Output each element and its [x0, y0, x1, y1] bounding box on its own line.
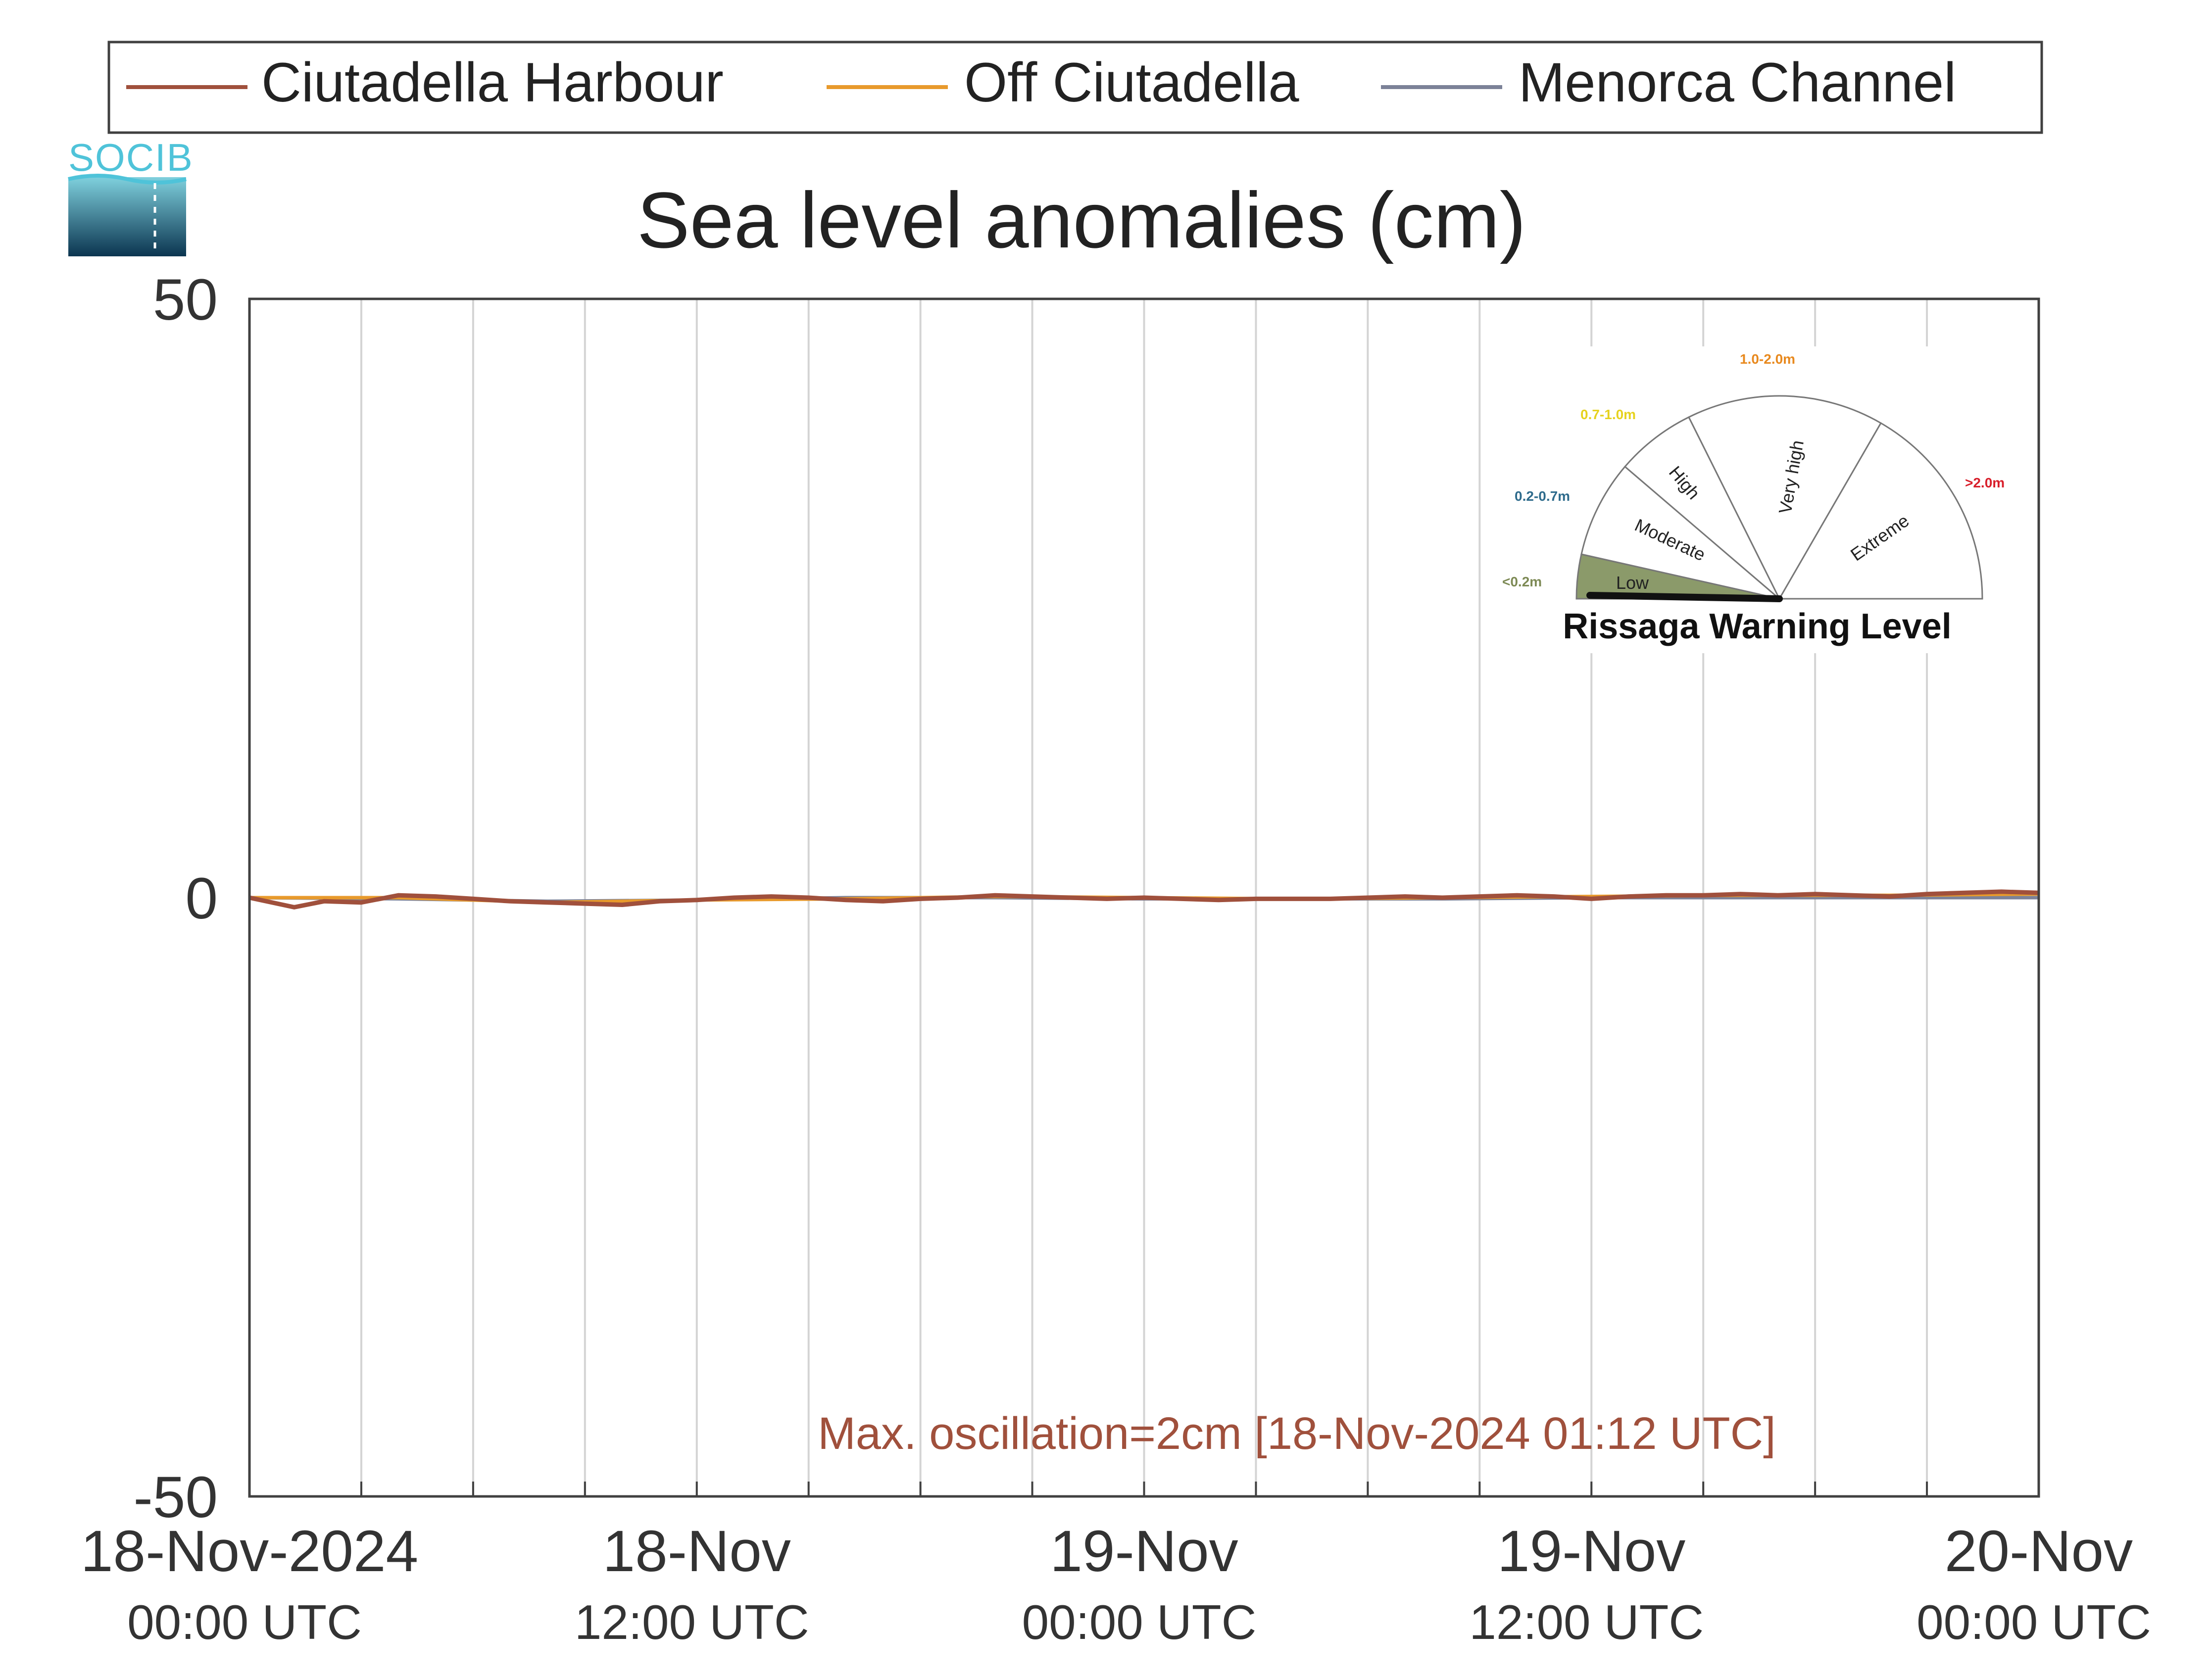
series-line-ciutadella-harbour [249, 889, 2039, 910]
gauge-sector-extreme [1778, 422, 1983, 600]
legend: Ciutadella Harbour Off Ciutadella Menorc… [107, 41, 2043, 134]
gauge-needle [1586, 592, 1783, 602]
gauge-range-very-high: 1.0-2.0m [1740, 351, 1795, 367]
y-tick-label: 50 [153, 267, 218, 333]
x-tick-label-time: 12:00 UTC [1469, 1595, 1704, 1649]
x-tick-label-time: 00:00 UTC [127, 1595, 362, 1649]
gauge-range-low: <0.2m [1502, 574, 1542, 589]
socib-logo-wave [68, 177, 186, 256]
x-tick-label-time: 00:00 UTC [1022, 1595, 1257, 1649]
x-tick-label-time: 00:00 UTC [1916, 1595, 2151, 1649]
gauge-sector-very-high [1687, 395, 1882, 601]
plot-frame [248, 297, 2040, 1498]
gauge-range-high: 0.7-1.0m [1580, 407, 1636, 422]
socib-logo: SOCIB [68, 136, 194, 256]
legend-label-menorca-channel: Menorca Channel [1519, 51, 1956, 113]
x-tick-label-date: 18-Nov-2024 [81, 1519, 418, 1584]
gauge-label-low: Low [1616, 573, 1649, 593]
gauge-range-moderate: 0.2-0.7m [1515, 488, 1570, 504]
x-tick-label-date: 20-Nov [1945, 1519, 2133, 1584]
y-axis-ticks: -50 0 50 [133, 267, 264, 1530]
gauge-sector-moderate [1580, 465, 1780, 600]
legend-label-ciutadella-harbour: Ciutadella Harbour [261, 51, 724, 113]
x-tick-label-time: 12:00 UTC [575, 1595, 809, 1649]
rissaga-gauge: Low Moderate High Very high Extreme <0.2… [1490, 346, 2022, 653]
y-tick-label: 0 [185, 866, 218, 931]
socib-logo-text: SOCIB [68, 136, 194, 179]
max-oscillation-annotation: Max. oscillation=2cm [18-Nov-2024 01:12 … [818, 1408, 1775, 1459]
x-tick-label-date: 19-Nov [1050, 1519, 1238, 1584]
x-axis-ticks: 18-Nov-2024 00:00 UTC 18-Nov 12:00 UTC 19-No… [81, 1519, 2151, 1649]
socib-logo-wave-line [68, 174, 187, 185]
legend-label-off-ciutadella: Off Ciutadella [964, 51, 1299, 113]
x-tick-label-date: 19-Nov [1497, 1519, 1685, 1584]
gauge-title: Rissaga Warning Level [1563, 607, 1952, 646]
gauge-sector-high [1623, 416, 1780, 600]
gauge-range-extreme: >2.0m [1965, 475, 2005, 490]
legend-box [107, 41, 2043, 134]
series-lines [249, 889, 2039, 910]
x-tick-label-date: 18-Nov [603, 1519, 791, 1584]
y-tick-label: -50 [133, 1465, 218, 1530]
chart-title: Sea level anomalies (cm) [637, 176, 1526, 264]
